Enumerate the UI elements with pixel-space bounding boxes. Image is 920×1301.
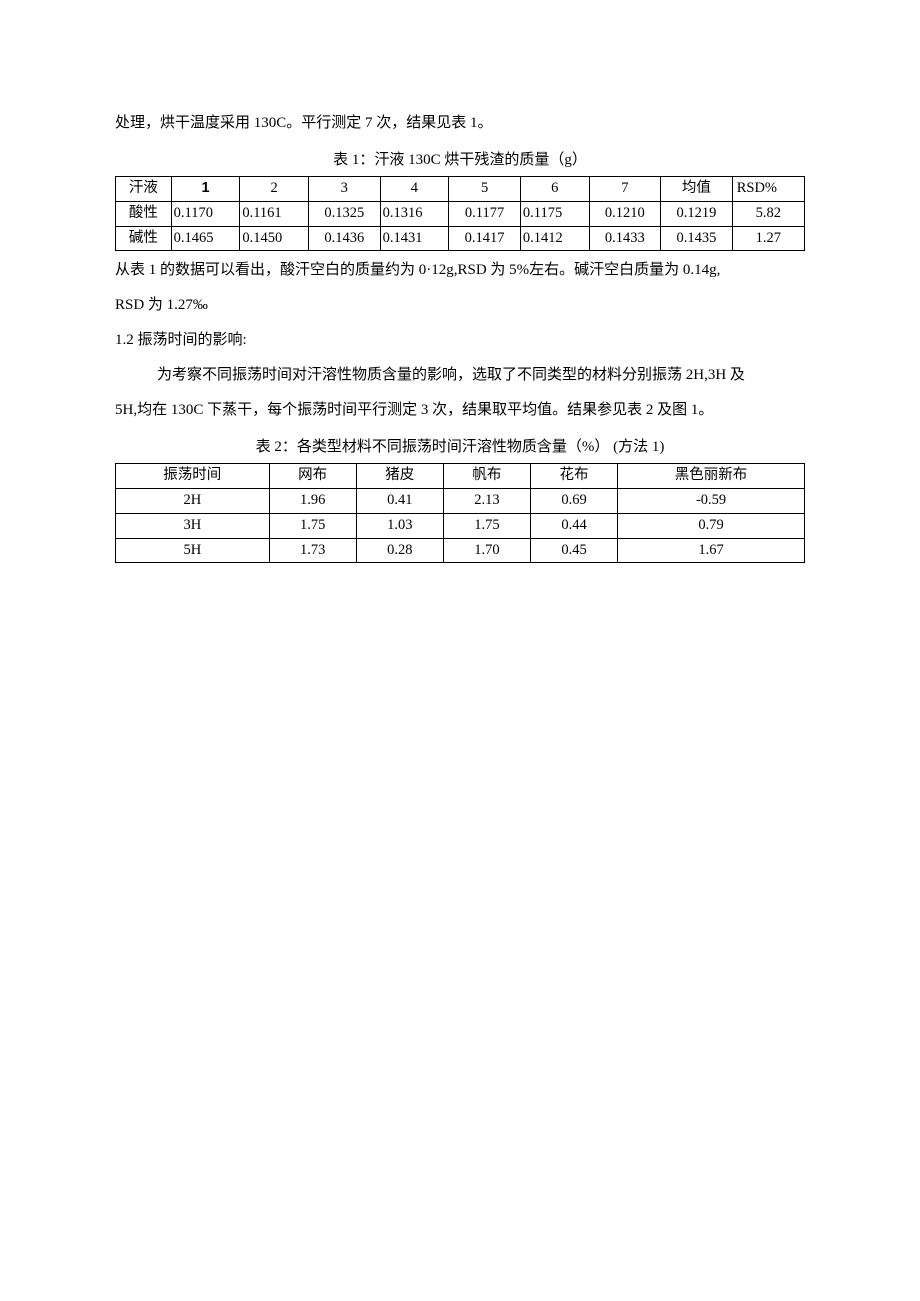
paragraph-method-1: 为考察不同振荡时间对汗溶性物质含量的影响，选取了不同类型的材料分别振荡 2H,3…: [115, 362, 805, 389]
table-cell: 0.1465: [171, 226, 240, 251]
table-cell: 0.1436: [309, 226, 381, 251]
table-cell: 1.27: [732, 226, 804, 251]
table-header: 6: [520, 177, 589, 202]
paragraph-analysis-2: RSD 为 1.27‰: [115, 292, 805, 319]
table-header: 汗液: [116, 177, 172, 202]
table-cell: 3H: [116, 513, 270, 538]
table-header: 猪皮: [356, 464, 443, 489]
table-cell: 2H: [116, 489, 270, 514]
table-header: 花布: [530, 464, 617, 489]
table-cell: 0.1316: [380, 201, 449, 226]
table-cell: 1.75: [269, 513, 356, 538]
table-header: 3: [309, 177, 381, 202]
table-cell: 0.79: [618, 513, 805, 538]
section-heading: 1.2 振荡时间的影响:: [115, 327, 805, 354]
table-1: 汗液 1 2 3 4 5 6 7 均值 RSD% 酸性 0.1170 0.116…: [115, 176, 805, 251]
table-cell: 0.69: [530, 489, 617, 514]
table-cell: 5.82: [732, 201, 804, 226]
table-cell: 1.03: [356, 513, 443, 538]
table-row: 振荡时间 网布 猪皮 帆布 花布 黑色丽新布: [116, 464, 805, 489]
table-cell: 0.1431: [380, 226, 449, 251]
table-row: 5H 1.73 0.28 1.70 0.45 1.67: [116, 538, 805, 563]
table-cell: 0.45: [530, 538, 617, 563]
table-header: 黑色丽新布: [618, 464, 805, 489]
table-header: 帆布: [443, 464, 530, 489]
table-header: RSD%: [732, 177, 804, 202]
table1-caption: 表 1：汗液 130C 烘干残渣的质量（g）: [115, 147, 805, 174]
table-header: 均值: [661, 177, 733, 202]
table-cell: 1.67: [618, 538, 805, 563]
table-header: 网布: [269, 464, 356, 489]
table-cell: -0.59: [618, 489, 805, 514]
table-cell: 碱性: [116, 226, 172, 251]
table-2: 振荡时间 网布 猪皮 帆布 花布 黑色丽新布 2H 1.96 0.41 2.13…: [115, 463, 805, 563]
table-cell: 2.13: [443, 489, 530, 514]
table-header: 5: [449, 177, 521, 202]
table-row: 酸性 0.1170 0.1161 0.1325 0.1316 0.1177 0.…: [116, 201, 805, 226]
table-cell: 0.1450: [240, 226, 309, 251]
table-cell: 0.1161: [240, 201, 309, 226]
table-cell: 0.1325: [309, 201, 381, 226]
table-header: 7: [589, 177, 661, 202]
table-cell: 0.41: [356, 489, 443, 514]
table-cell: 酸性: [116, 201, 172, 226]
table-cell: 1.96: [269, 489, 356, 514]
table-row: 汗液 1 2 3 4 5 6 7 均值 RSD%: [116, 177, 805, 202]
table-cell: 5H: [116, 538, 270, 563]
table-row: 3H 1.75 1.03 1.75 0.44 0.79: [116, 513, 805, 538]
paragraph-intro: 处理，烘干温度采用 130C。平行测定 7 次，结果见表 1。: [115, 110, 805, 137]
table-cell: 0.44: [530, 513, 617, 538]
table-header: 1: [171, 177, 240, 202]
table-cell: 0.1433: [589, 226, 661, 251]
table-cell: 0.1219: [661, 201, 733, 226]
table-cell: 0.1175: [520, 201, 589, 226]
table-header: 4: [380, 177, 449, 202]
table-cell: 0.1170: [171, 201, 240, 226]
table-header: 2: [240, 177, 309, 202]
table-cell: 1.75: [443, 513, 530, 538]
paragraph-analysis-1: 从表 1 的数据可以看出，酸汗空白的质量约为 0·12g,RSD 为 5%左右。…: [115, 257, 805, 284]
table-cell: 0.1210: [589, 201, 661, 226]
paragraph-method-2: 5H,均在 130C 下蒸干，每个振荡时间平行测定 3 次，结果取平均值。结果参…: [115, 397, 805, 424]
table-cell: 0.28: [356, 538, 443, 563]
table-cell: 1.73: [269, 538, 356, 563]
table2-caption: 表 2：各类型材料不同振荡时间汗溶性物质含量（%） (方法 1): [115, 434, 805, 461]
table-header: 振荡时间: [116, 464, 270, 489]
table-cell: 0.1435: [661, 226, 733, 251]
table-cell: 0.1412: [520, 226, 589, 251]
table-cell: 0.1417: [449, 226, 521, 251]
table-row: 碱性 0.1465 0.1450 0.1436 0.1431 0.1417 0.…: [116, 226, 805, 251]
table-cell: 0.1177: [449, 201, 521, 226]
table-row: 2H 1.96 0.41 2.13 0.69 -0.59: [116, 489, 805, 514]
table-cell: 1.70: [443, 538, 530, 563]
